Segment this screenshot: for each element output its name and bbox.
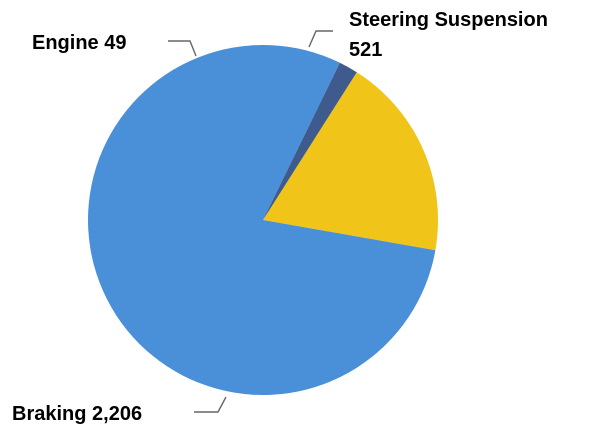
braking-leader-line [194, 396, 227, 413]
pie-slice-braking [87, 44, 436, 395]
braking-data-label: Braking 2,206 [12, 403, 142, 425]
pie-slice-steering-suspension [263, 72, 439, 251]
steering-leader-line [308, 30, 333, 48]
steering-suspension-value-label: 521 [349, 39, 382, 61]
leader-lines [168, 30, 333, 413]
engine-data-label: Engine 49 [32, 32, 126, 54]
pie-slices [87, 44, 439, 395]
pie-slice-engine [263, 62, 357, 220]
engine-leader-line [168, 40, 197, 57]
steering-suspension-data-label: Steering Suspension [349, 9, 548, 31]
